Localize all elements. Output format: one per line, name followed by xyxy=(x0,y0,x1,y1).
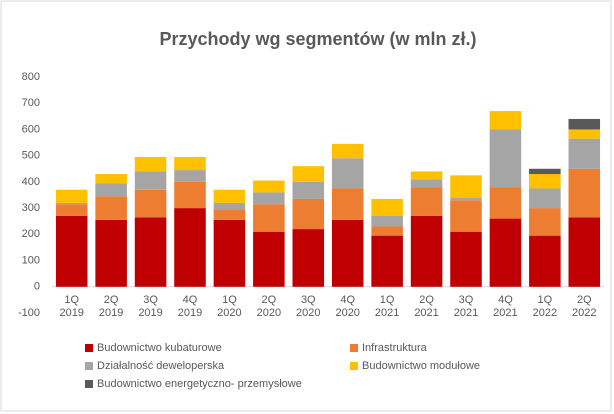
bar-segment xyxy=(371,215,403,227)
bar-segment xyxy=(371,198,403,216)
y-tick-label: 200 xyxy=(22,228,40,240)
bar-segment xyxy=(529,208,561,236)
bar-segment xyxy=(134,171,167,190)
y-tick-label: 800 xyxy=(22,71,40,83)
y-tick-label: -100 xyxy=(18,307,40,319)
bar-segment xyxy=(568,138,601,169)
bar-segment xyxy=(55,215,88,287)
y-tick-label: 700 xyxy=(22,97,40,109)
bar-segment xyxy=(55,189,88,203)
bar-segment xyxy=(55,202,88,205)
bar-segment xyxy=(213,189,246,203)
bar-segment xyxy=(134,156,167,172)
bar-segment xyxy=(134,189,167,218)
bar-segment xyxy=(95,219,127,287)
bar-segment xyxy=(174,156,206,171)
bar-segment xyxy=(174,170,206,182)
x-tick-label: 2Q 2021 xyxy=(414,293,439,319)
x-tick-label: 2Q 2020 xyxy=(256,293,282,319)
bar-segment xyxy=(489,218,522,287)
bar-segment xyxy=(371,235,403,287)
bar-segment xyxy=(529,235,561,287)
bar-segment xyxy=(529,188,561,209)
x-tick-label: 3Q 2021 xyxy=(453,293,479,319)
bar-segment xyxy=(253,204,285,232)
bar-segment xyxy=(174,208,206,287)
bar-segment xyxy=(213,209,246,220)
bar-segment xyxy=(450,231,482,287)
bar-segment xyxy=(489,111,522,130)
bar-segment xyxy=(568,129,601,139)
bar-segment xyxy=(95,196,127,220)
bar-segment xyxy=(253,180,285,193)
x-tick-label: 2Q 2022 xyxy=(572,293,597,319)
x-tick-label: 2Q 2019 xyxy=(98,293,124,319)
x-tick-label: 1Q 2022 xyxy=(532,293,558,319)
bar-segment xyxy=(292,229,325,287)
x-tick-label: 1Q 2021 xyxy=(374,293,400,319)
bar-segment xyxy=(213,219,246,287)
bar-segment xyxy=(489,187,522,219)
bar-segment xyxy=(410,187,443,216)
y-tick-label: 100 xyxy=(22,254,40,266)
legend-swatch xyxy=(85,380,93,388)
bar-segment xyxy=(292,166,325,182)
legend-swatch xyxy=(350,344,358,352)
legend-label: Działalność deweloperska xyxy=(97,360,225,372)
bar-segment xyxy=(568,118,601,130)
bar-segment xyxy=(213,202,246,210)
x-tick-label: 3Q 2019 xyxy=(138,293,163,319)
x-tick-label: 4Q 2020 xyxy=(335,293,360,319)
legend-label: Budownictwo kubaturowe xyxy=(97,342,222,354)
y-tick-label: 400 xyxy=(22,176,40,188)
y-tick-label: 500 xyxy=(22,150,40,162)
bar-segment xyxy=(529,168,561,175)
bar-segment xyxy=(292,181,325,199)
bar-segment xyxy=(253,231,285,287)
bar-segment xyxy=(529,174,561,189)
bar-segment xyxy=(331,188,364,220)
x-tick-label: 4Q 2021 xyxy=(493,293,518,319)
bar-segment xyxy=(55,204,88,216)
bar-segment xyxy=(253,192,285,205)
legend-swatch xyxy=(350,362,358,370)
bar-segment xyxy=(489,129,522,188)
bar-segment xyxy=(174,181,206,209)
bar-segment xyxy=(450,175,482,198)
bar-segment xyxy=(292,198,325,230)
bar-segment xyxy=(410,215,443,287)
bar-segment xyxy=(95,174,127,184)
x-tick-label: 1Q 2020 xyxy=(217,293,242,319)
bar-segment xyxy=(331,143,364,159)
bar-segment xyxy=(331,158,364,189)
chart-title: Przychody wg segmentów (w mln zł.) xyxy=(159,29,476,49)
bar-segment xyxy=(331,219,364,287)
legend-swatch xyxy=(85,362,93,370)
bar-segment xyxy=(450,197,482,201)
bar-segment xyxy=(568,168,601,218)
legend-swatch xyxy=(85,344,93,352)
y-tick-label: 300 xyxy=(22,202,40,214)
bar-segment xyxy=(95,183,127,197)
x-tick-label: 4Q 2019 xyxy=(177,293,203,319)
bar-segment xyxy=(134,217,167,287)
x-tick-label: 1Q 2019 xyxy=(59,293,84,319)
bar-segment xyxy=(568,217,601,287)
bar-segment xyxy=(450,200,482,232)
bar-segment xyxy=(410,171,443,180)
x-tick-label: 3Q 2020 xyxy=(296,293,321,319)
legend-label: Budownictwo modułowe xyxy=(362,360,480,372)
y-tick-label: 0 xyxy=(34,281,40,293)
y-tick-label: 600 xyxy=(22,123,40,135)
legend-label: Infrastruktura xyxy=(362,342,428,354)
legend-label: Budownictwo energetyczno- przemysłowe xyxy=(97,378,302,390)
bar-segment xyxy=(410,179,443,188)
bar-segment xyxy=(371,226,403,236)
